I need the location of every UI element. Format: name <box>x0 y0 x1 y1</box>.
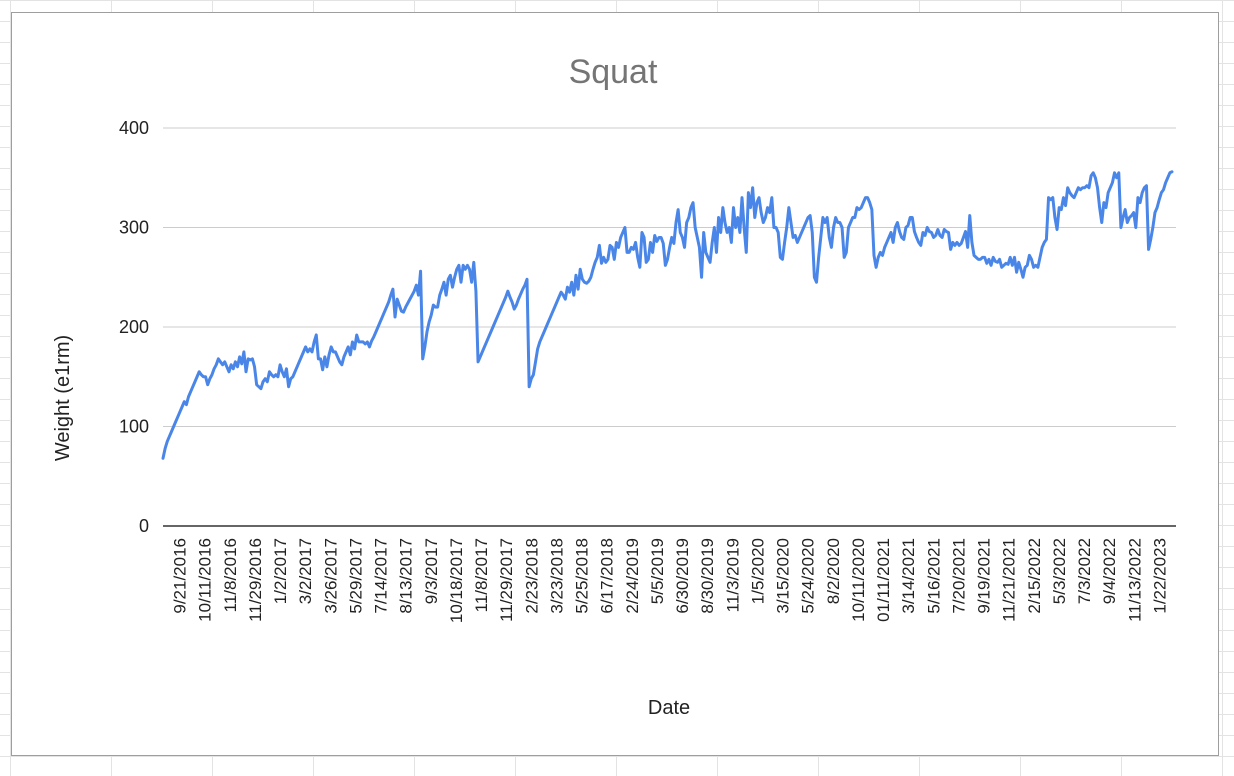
x-tick-label: 3/2/2017 <box>296 538 315 604</box>
y-axis-ticks: 0 100 200 300 400 <box>119 118 149 536</box>
x-tick-label: 1/2/2017 <box>271 538 290 604</box>
x-tick-label: 10/18/2017 <box>447 538 466 623</box>
x-tick-label: 5/29/2017 <box>346 538 365 614</box>
x-tick-label: 5/25/2018 <box>573 538 592 614</box>
x-tick-label: 01/11/2021 <box>874 538 893 622</box>
x-tick-label: 6/30/2019 <box>673 538 692 614</box>
x-tick-label: 5/3/2022 <box>1050 538 1069 604</box>
y-axis-title: Weight (e1rm) <box>52 335 74 461</box>
x-tick-label: 3/14/2021 <box>899 538 918 614</box>
y-tick-label: 200 <box>119 317 149 337</box>
x-tick-label: 1/5/2020 <box>748 538 767 604</box>
x-tick-label: 3/26/2017 <box>321 538 340 614</box>
x-tick-label: 10/11/2016 <box>196 538 215 622</box>
x-tick-label: 3/23/2018 <box>547 538 566 614</box>
x-tick-label: 2/15/2022 <box>1025 538 1044 614</box>
x-tick-label: 3/15/2020 <box>774 538 793 614</box>
x-tick-label: 11/29/2017 <box>497 538 516 622</box>
x-tick-label: 11/3/2019 <box>723 538 742 612</box>
x-axis-ticks: 9/21/2016 10/11/2016 11/8/2016 11/29/2016 1/… <box>171 538 1170 623</box>
x-axis-title: Date <box>648 697 690 719</box>
y-tick-label: 300 <box>119 218 149 238</box>
x-tick-label: 8/30/2019 <box>698 538 717 614</box>
x-tick-label: 7/14/2017 <box>372 538 391 614</box>
x-tick-label: 1/22/2023 <box>1150 538 1169 614</box>
x-tick-label: 8/13/2017 <box>397 538 416 614</box>
x-tick-label: 9/21/2016 <box>171 538 190 614</box>
x-tick-label: 6/17/2018 <box>598 538 617 614</box>
x-tick-label: 9/3/2017 <box>422 538 441 604</box>
x-tick-label: 7/3/2022 <box>1075 538 1094 604</box>
x-tick-label: 8/2/2020 <box>824 538 843 604</box>
line-chart: Squat 0 100 200 300 400 9/21/2016 10/11/2016 1… <box>52 53 1176 719</box>
x-tick-label: 11/13/2022 <box>1125 538 1144 622</box>
chart-container[interactable]: Squat 0 100 200 300 400 9/21/2016 10/11/2016 1… <box>11 12 1219 756</box>
y-tick-label: 100 <box>119 417 149 437</box>
x-tick-label: 5/16/2021 <box>924 538 943 614</box>
y-tick-label: 0 <box>139 516 149 536</box>
x-tick-label: 2/23/2018 <box>522 538 541 614</box>
x-tick-label: 11/21/2021 <box>1000 538 1019 622</box>
y-tick-label: 400 <box>119 118 149 138</box>
x-tick-label: 2/24/2019 <box>623 538 642 614</box>
x-tick-label: 7/20/2021 <box>949 538 968 614</box>
chart-title: Squat <box>569 53 658 91</box>
x-tick-label: 9/19/2021 <box>975 538 994 614</box>
x-tick-label: 9/4/2022 <box>1100 538 1119 604</box>
x-tick-label: 5/24/2020 <box>799 538 818 614</box>
x-tick-label: 11/29/2016 <box>246 538 265 622</box>
x-tick-label: 11/8/2016 <box>221 538 240 612</box>
gridlines <box>163 127 1176 427</box>
x-tick-label: 10/11/2020 <box>849 538 868 622</box>
x-tick-label: 5/5/2019 <box>648 538 667 604</box>
x-tick-label: 11/8/2017 <box>472 538 491 612</box>
series-line-squat <box>161 170 1174 460</box>
